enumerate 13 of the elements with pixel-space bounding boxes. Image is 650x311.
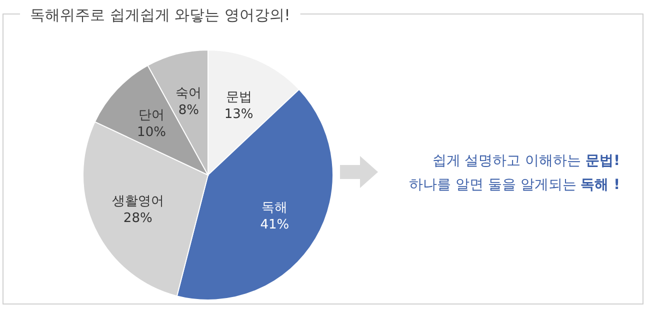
- chart-title: 독해위주로 쉽게쉽게 와닿는 영어강의!: [30, 6, 290, 24]
- data-label: 8%: [178, 102, 200, 118]
- data-label: 41%: [260, 217, 290, 232]
- text: 하나를 알면 둘을 알게되는 독해 !: [408, 177, 620, 193]
- data-label: 13%: [224, 106, 254, 122]
- slice-label: 단어: [138, 108, 165, 123]
- data-label: 28%: [123, 211, 152, 226]
- slice-label: 문법: [226, 90, 252, 105]
- slice-label: 숙어: [176, 86, 202, 101]
- slice-label: 생활영어: [112, 194, 164, 209]
- data-label: 10%: [137, 124, 166, 140]
- text: 쉽게 설명하고 이해하는 문법!: [432, 153, 620, 169]
- slice-label: 독해: [262, 200, 288, 216]
